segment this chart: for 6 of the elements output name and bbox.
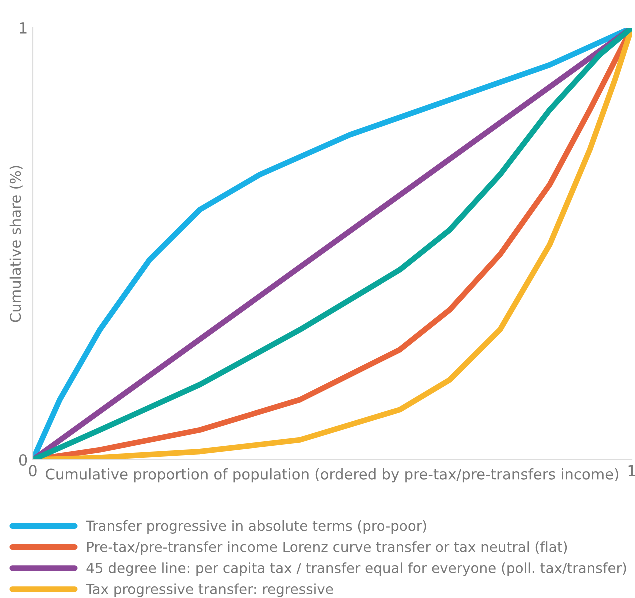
legend-label: Transfer progressive in absolute terms (pro-poor) — [86, 520, 426, 534]
y-axis-title: Cumulative share (%) — [10, 166, 23, 322]
legend-label: 45 degree line: per capita tax / transfer equal for everyone (poll. tax/transfer) — [86, 562, 626, 576]
legend-label: Tax progressive transfer: regressive — [86, 584, 334, 598]
x-axis-title: Cumulative proportion of population (ordered by pre-tax/pre-transfers income) — [46, 468, 618, 483]
legend-label: Pre-tax/pre-transfer income Lorenz curve transfer or tax neutral (flat) — [87, 542, 568, 556]
